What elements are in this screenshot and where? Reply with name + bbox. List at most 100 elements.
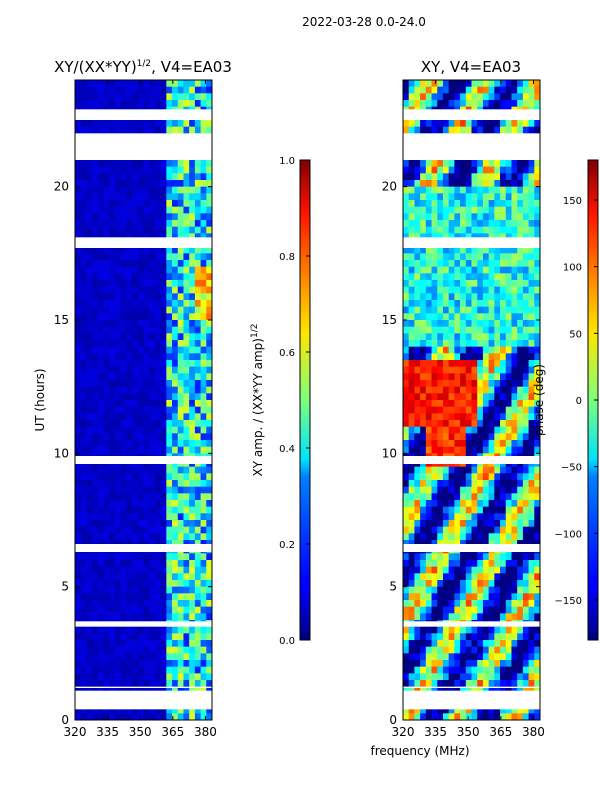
right-heatmap-cell [494, 226, 501, 234]
right-heatmap-cell [500, 220, 507, 228]
left-heatmap-cell [189, 313, 196, 321]
right-heatmap-cell [437, 86, 444, 94]
left-heatmap-cell [160, 293, 167, 301]
left-heatmap-cell [132, 186, 139, 194]
right-heatmap-cell [500, 466, 507, 474]
left-heatmap-cell [126, 246, 133, 254]
right-heatmap-cell [425, 353, 433, 361]
left-heatmap-cell [206, 306, 212, 314]
left-heatmap-cell [92, 186, 99, 194]
right-heatmap-cell [403, 253, 410, 261]
right-heatmap-cell [448, 226, 455, 234]
right-heatmap-cell [408, 640, 416, 648]
right-heatmap-cell [511, 220, 518, 228]
right-heatmap-cell [500, 406, 507, 414]
left-heatmap-cell [166, 493, 173, 501]
right-heatmap-cell [534, 120, 540, 128]
right-heatmap-cell [500, 540, 507, 548]
left-heatmap-cell [114, 80, 122, 88]
left-heatmap-cell [109, 186, 116, 194]
left-heatmap-cell [120, 246, 127, 254]
right-heatmap-cell [482, 606, 490, 614]
right-heatmap-cell [500, 380, 507, 388]
left-heatmap-cell [189, 420, 196, 428]
left-heatmap-cell [200, 246, 207, 254]
right-heatmap-cell [522, 706, 530, 714]
left-heatmap-cell [200, 486, 207, 494]
left-heatmap-cell [154, 660, 162, 668]
left-heatmap-cell [75, 273, 82, 281]
left-heatmap-cell [92, 433, 99, 441]
right-heatmap-cell [448, 646, 455, 654]
left-heatmap-cell [137, 660, 145, 668]
left-heatmap-cell [183, 326, 190, 334]
right-heatmap-cell [448, 220, 455, 228]
left-heatmap-cell [172, 466, 179, 474]
right-heatmap-cell [414, 260, 421, 268]
right-heatmap-cell [511, 680, 518, 688]
right-heatmap-cell [522, 520, 530, 528]
right-heatmap-cell [465, 433, 473, 441]
right-heatmap-cell [528, 580, 535, 588]
left-heatmap-cell [206, 266, 212, 274]
left-heatmap-cell [189, 213, 196, 221]
left-heatmap-cell [149, 540, 156, 548]
right-heatmap-cell [477, 420, 484, 428]
right-heatmap-cell [505, 600, 513, 608]
right-heatmap-cell [505, 713, 513, 720]
right-heatmap-cell [408, 600, 416, 608]
left-heatmap-cell [172, 513, 179, 521]
left-heatmap-cell [86, 486, 93, 494]
left-heatmap-cell [86, 566, 93, 574]
right-heatmap-cell [460, 493, 467, 501]
left-heatmap-cell [132, 393, 139, 401]
left-heatmap-cell [109, 566, 116, 574]
left-heatmap-cell [126, 686, 133, 694]
right-heatmap-cell [431, 493, 438, 501]
left-heatmap-cell [126, 400, 133, 408]
left-heatmap-cell [114, 160, 122, 168]
left-heatmap-cell [137, 493, 145, 501]
right-heatmap-cell [465, 466, 473, 474]
right-heatmap-cell [425, 93, 433, 101]
right-heatmap-cell [448, 320, 455, 328]
left-heatmap-cell [200, 686, 207, 694]
left-heatmap-cell [149, 166, 156, 174]
left-heatmap-cell [132, 666, 139, 674]
left-heatmap-cell [177, 446, 185, 454]
left-heatmap-cell [149, 393, 156, 401]
left-heatmap-cell [103, 260, 110, 268]
right-heatmap-cell [414, 640, 421, 648]
right-heatmap-cell [414, 193, 421, 201]
left-heatmap-cell [206, 466, 212, 474]
left-heatmap-cell [132, 273, 139, 281]
right-heatmap-cell [477, 480, 484, 488]
left-heatmap-cell [92, 660, 99, 668]
left-heatmap-cell [137, 713, 145, 720]
left-heatmap-cell [154, 286, 162, 294]
left-heatmap-cell [103, 540, 110, 548]
right-heatmap-cell [511, 473, 518, 481]
left-heatmap-cell [132, 633, 139, 641]
right-heatmap-cell [425, 566, 433, 574]
right-heatmap-cell [488, 206, 495, 214]
right-heatmap-cell [477, 593, 484, 601]
right-heatmap-cell [437, 266, 444, 274]
left-heatmap-cell [92, 486, 99, 494]
left-heatmap-cell [189, 660, 196, 668]
right-heatmap-cell [454, 506, 461, 514]
left-heatmap-cell [154, 580, 162, 588]
left-heatmap-cell [143, 206, 150, 214]
left-heatmap-cell [137, 593, 145, 601]
right-heatmap-cell [403, 360, 410, 368]
right-heatmap-cell [454, 593, 461, 601]
right-heatmap-cell [414, 360, 421, 368]
left-heatmap-cell [183, 226, 190, 234]
right-heatmap-cell [534, 80, 540, 88]
right-heatmap-cell [511, 180, 518, 188]
left-heatmap-cell [109, 346, 116, 354]
right-heatmap-cell [505, 160, 513, 168]
left-heatmap-cell [120, 500, 127, 508]
right-heatmap-cell [465, 360, 473, 368]
right-heatmap-cell [528, 266, 535, 274]
